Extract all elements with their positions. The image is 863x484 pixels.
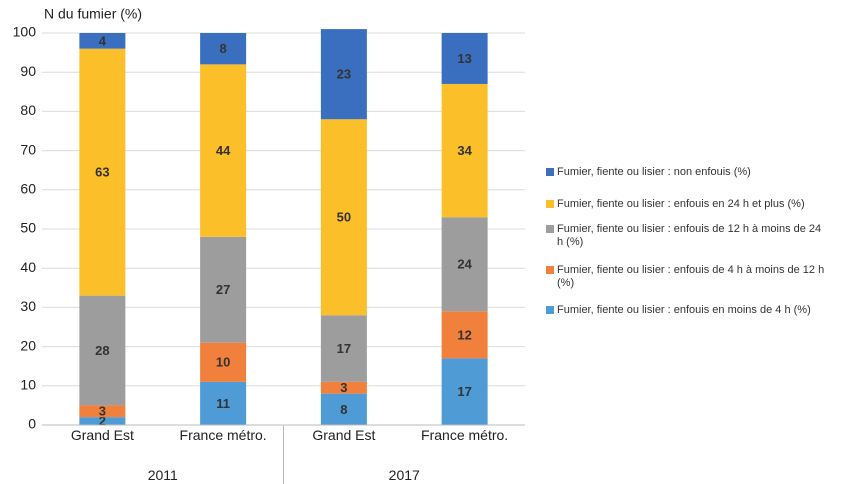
bar-segment (200, 33, 247, 65)
legend-label: Fumier, fiente ou lisier : enfouis en 24… (557, 198, 805, 210)
bar-segment (320, 119, 367, 316)
data-label: 34 (457, 143, 472, 158)
y-tick-label: 20 (20, 337, 36, 353)
y-tick-label: 70 (20, 141, 36, 157)
legend-item: Fumier, fiente ou lisier : enfouis en mo… (546, 304, 863, 317)
y-tick-label: 80 (20, 102, 36, 118)
bar-segment (200, 381, 247, 425)
y-axis-title: N du fumier (%) (44, 6, 142, 22)
bar-segment (79, 48, 126, 296)
bar-segment (320, 315, 367, 382)
data-label: 23 (337, 67, 351, 82)
legend-label: Fumier, fiente ou lisier : non enfouis (… (557, 166, 751, 178)
bar-segment (200, 236, 247, 343)
data-label: 3 (99, 404, 106, 419)
legend-swatch (546, 225, 554, 233)
y-tick-label: 50 (20, 220, 36, 236)
bar-segment (441, 358, 488, 425)
bar-segment (79, 33, 126, 49)
bar-segment (320, 29, 367, 120)
data-label: 10 (216, 355, 230, 370)
legend-label: Fumier, fiente ou lisier : enfouis de 12… (557, 223, 822, 248)
data-label: 4 (99, 33, 107, 48)
data-label: 28 (95, 343, 109, 358)
data-label: 3 (340, 380, 347, 395)
data-label: 17 (457, 384, 471, 399)
bar-segment (320, 381, 367, 394)
legend-item: Fumier, fiente ou lisier : enfouis de 12… (546, 223, 863, 249)
legend-label: Fumier, fiente ou lisier : enfouis en mo… (557, 304, 811, 316)
y-tick-label: 60 (20, 181, 36, 197)
data-label: 8 (340, 402, 347, 417)
y-tick-label: 10 (20, 377, 36, 393)
data-label: 8 (220, 41, 227, 56)
bar-segment (441, 311, 488, 359)
data-label: 27 (216, 282, 230, 297)
y-tick-label: 30 (20, 298, 36, 314)
bar-segment (200, 342, 247, 382)
bar-segment (320, 393, 367, 425)
legend-swatch (546, 266, 554, 274)
legend-item: Fumier, fiente ou lisier : non enfouis (… (546, 166, 863, 179)
data-label: 12 (457, 327, 471, 342)
data-label: 63 (95, 165, 109, 180)
y-tick-label: 90 (20, 63, 36, 79)
legend-label: Fumier, fiente ou lisier : enfouis de 4 … (557, 264, 825, 289)
bar-segment (200, 64, 247, 237)
data-label: 24 (457, 257, 472, 272)
bar-segment (441, 33, 488, 84)
data-label: 13 (457, 51, 471, 66)
x-tick-label: Grand Est (70, 427, 134, 443)
legend-item: Fumier, fiente ou lisier : enfouis de 4 … (546, 264, 863, 290)
bar-segment (79, 295, 126, 406)
legend-swatch (546, 306, 554, 314)
x-tick-label: Grand Est (312, 427, 376, 443)
data-label: 44 (216, 143, 231, 158)
data-label: 17 (337, 341, 351, 356)
bar-segment (79, 405, 126, 418)
x-tick-label: France métro. (179, 427, 267, 443)
data-label: 50 (337, 210, 351, 225)
legend-item: Fumier, fiente ou lisier : enfouis en 24… (546, 198, 863, 211)
group-label: 2011 (147, 467, 178, 483)
group-label: 2017 (388, 467, 420, 483)
bar-segment (441, 83, 488, 218)
bar-segment (441, 217, 488, 312)
y-tick-label: 100 (13, 24, 37, 40)
bar-segment (79, 417, 126, 425)
x-tick-label: France métro. (421, 427, 509, 443)
legend-swatch (546, 200, 554, 208)
legend-swatch (546, 168, 554, 176)
data-label: 11 (216, 396, 230, 411)
data-label: 2 (99, 414, 106, 429)
y-tick-label: 40 (20, 259, 36, 275)
y-tick-label: 0 (28, 416, 36, 432)
